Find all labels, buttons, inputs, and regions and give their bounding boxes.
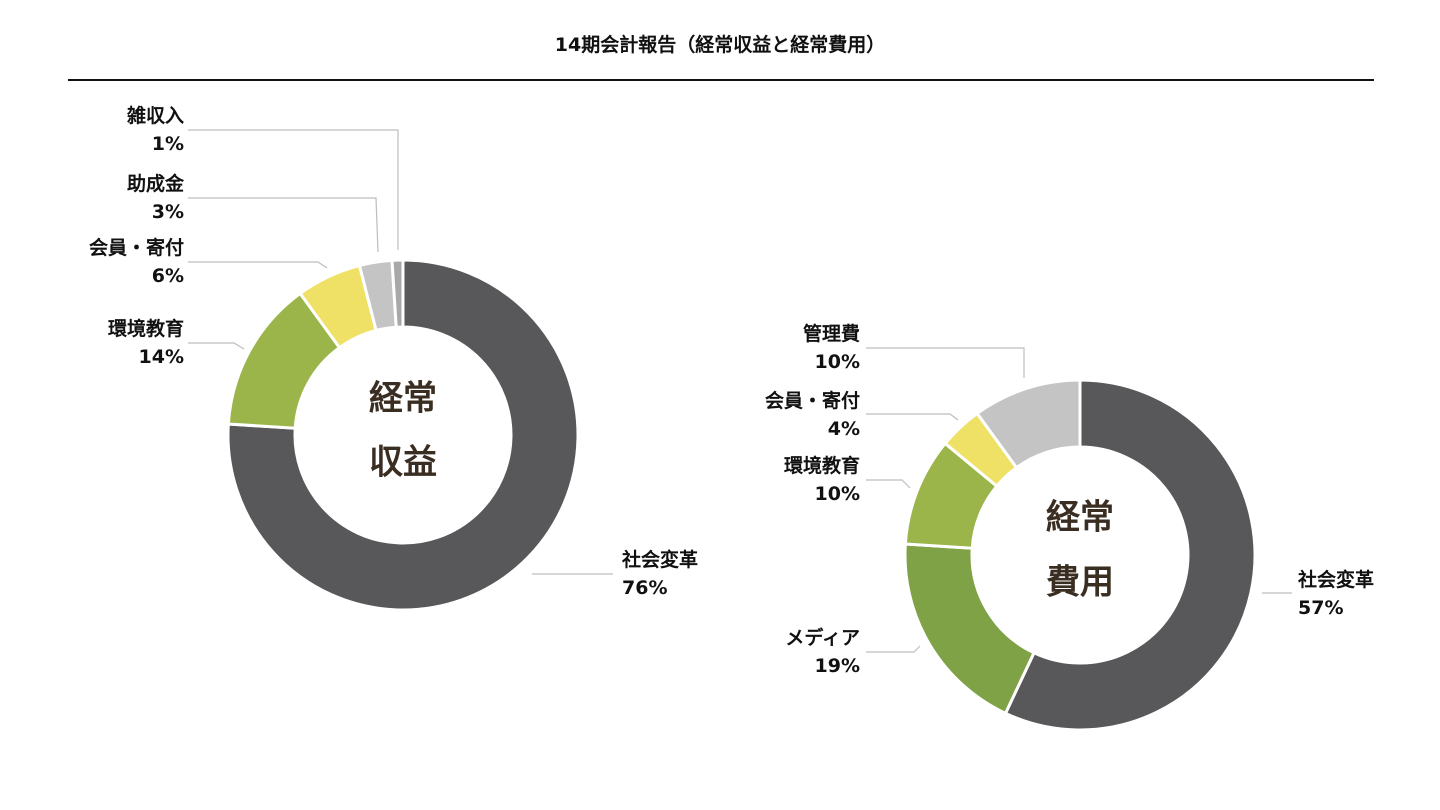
slice-label: 会員・寄付 xyxy=(765,389,860,412)
leader-line xyxy=(188,197,379,253)
leader-line xyxy=(188,129,399,250)
leader-line xyxy=(866,347,1025,378)
leader-line xyxy=(866,413,959,421)
slice-label: メディア xyxy=(785,626,860,649)
slice-value-label: 57% xyxy=(1298,597,1343,619)
slice-label: 環境教育 xyxy=(784,454,860,477)
slice-value-label: 10% xyxy=(815,483,860,505)
slice-label: 雑収入 xyxy=(126,104,184,127)
pie-slice xyxy=(390,258,405,329)
slice-label: 環境教育 xyxy=(108,317,184,340)
slice-label: 助成金 xyxy=(127,172,185,195)
leader-line xyxy=(866,645,921,653)
slice-value-label: 10% xyxy=(815,351,860,373)
slice-value-label: 6% xyxy=(152,265,184,287)
slice-value-label: 1% xyxy=(152,133,184,155)
leader-line xyxy=(866,479,911,489)
donut-center-label: 収益 xyxy=(369,443,437,483)
slice-label: 社会変革 xyxy=(621,548,698,571)
leader-line xyxy=(188,342,245,350)
expense-donut: 社会変革 57% メディア 19% 環境教育 10% 会員・寄付 4% 管理費 10% 経常費用 xyxy=(765,322,1374,732)
slice-value-label: 14% xyxy=(139,346,184,368)
slice-label: 社会変革 xyxy=(1297,568,1374,591)
slice-label: 会員・寄付 xyxy=(89,236,184,259)
donut-center-label: 経常 xyxy=(369,379,437,419)
slice-value-label: 3% xyxy=(152,201,184,223)
chart-title: 14期会計報告（経常収益と経常費用） xyxy=(554,34,886,56)
title-divider xyxy=(68,79,1374,81)
slice-value-label: 19% xyxy=(815,655,860,677)
slice-value-label: 76% xyxy=(622,577,667,599)
revenue-donut: 社会変革 76% 環境教育 14% 会員・寄付 6% 助成金 3% 雑収入 1% 経常収益 xyxy=(89,104,698,612)
slice-label: 管理費 xyxy=(803,322,860,345)
pie-slice xyxy=(1003,378,1257,732)
pie-slice xyxy=(975,378,1082,470)
donut-center-label: 経常 xyxy=(1046,498,1114,538)
pie-slice xyxy=(226,258,580,612)
leader-line xyxy=(188,261,328,269)
pie-slice xyxy=(903,542,1037,716)
donut-center-label: 費用 xyxy=(1046,563,1114,603)
slice-value-label: 4% xyxy=(828,418,860,440)
